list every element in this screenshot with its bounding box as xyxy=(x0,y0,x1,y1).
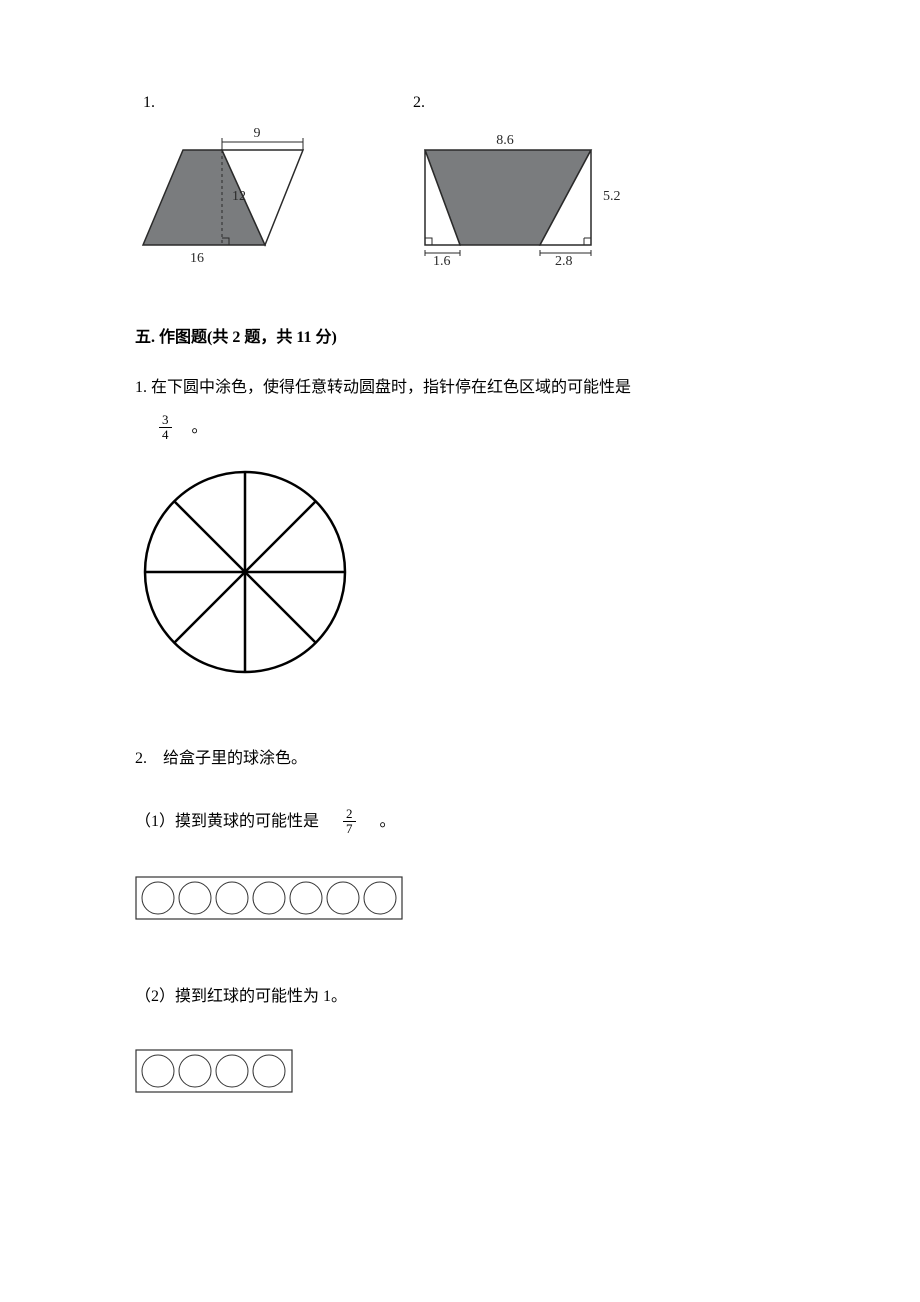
ball xyxy=(179,1055,211,1087)
figures-row: 1. 9 12 16 2. xyxy=(135,90,785,265)
q2-sub1-text: （1）摸到黄球的可能性是 xyxy=(135,809,319,835)
ball xyxy=(142,1055,174,1087)
ball xyxy=(364,882,396,914)
ball xyxy=(179,882,211,914)
figure-2-svg: 8.6 5.2 1.6 2.8 xyxy=(405,120,645,265)
fig2-label-bl: 1.6 xyxy=(433,254,451,265)
ball xyxy=(142,882,174,914)
q1-circle-wrap xyxy=(135,462,785,691)
fig1-label-bottom: 16 xyxy=(190,251,204,265)
q1-frac-den: 4 xyxy=(159,427,172,442)
q2-sub1-frac-num: 2 xyxy=(343,807,356,821)
q1-fraction: 3 4 xyxy=(159,413,172,443)
q2-sub1-balls xyxy=(135,876,785,929)
q2-sub2-balls xyxy=(135,1049,785,1102)
fig2-label-right: 5.2 xyxy=(603,189,621,204)
q2-sub1-fraction: 2 7 xyxy=(343,807,356,837)
q1-frac-num: 3 xyxy=(159,413,172,427)
q2-sub1-period: 。 xyxy=(380,809,396,835)
figure-2: 2. 8.6 5.2 1.6 2.8 xyxy=(405,90,645,265)
fig1-label-top: 9 xyxy=(254,126,261,141)
q1-fraction-line: 3 4 。 xyxy=(159,413,785,443)
q2-sub1-frac-den: 7 xyxy=(343,821,356,836)
figure-1-svg: 9 12 16 xyxy=(135,120,325,265)
q2-sub2: （2）摸到红球的可能性为 1。 xyxy=(135,984,785,1010)
q2-sub1-line: （1）摸到黄球的可能性是 2 7 。 xyxy=(135,807,785,837)
ball xyxy=(253,882,285,914)
q2-header: 2. 给盒子里的球涂色。 xyxy=(135,746,785,772)
q1-text: 1. 在下圆中涂色，使得任意转动圆盘时，指针停在红色区域的可能性是 xyxy=(135,375,785,401)
q1-circle-svg xyxy=(135,462,355,682)
ball xyxy=(290,882,322,914)
figure-1-number: 1. xyxy=(143,90,325,116)
q2-sub1-balls-svg xyxy=(135,876,403,920)
q2-sub1: （1）摸到黄球的可能性是 2 7 。 xyxy=(135,807,785,837)
ball xyxy=(327,882,359,914)
section-5-header: 五. 作图题(共 2 题，共 11 分) xyxy=(135,325,785,351)
ball xyxy=(216,882,248,914)
q1-period: 。 xyxy=(192,415,208,441)
fig1-label-height: 12 xyxy=(232,189,246,204)
q2-sub2-text: （2）摸到红球的可能性为 1。 xyxy=(135,988,347,1005)
fig2-label-br: 2.8 xyxy=(555,254,573,265)
fig2-label-top: 8.6 xyxy=(496,133,514,148)
figure-2-number: 2. xyxy=(413,90,645,116)
figure-1: 1. 9 12 16 xyxy=(135,90,325,265)
ball xyxy=(216,1055,248,1087)
ball xyxy=(253,1055,285,1087)
q2-sub2-balls-svg xyxy=(135,1049,293,1093)
